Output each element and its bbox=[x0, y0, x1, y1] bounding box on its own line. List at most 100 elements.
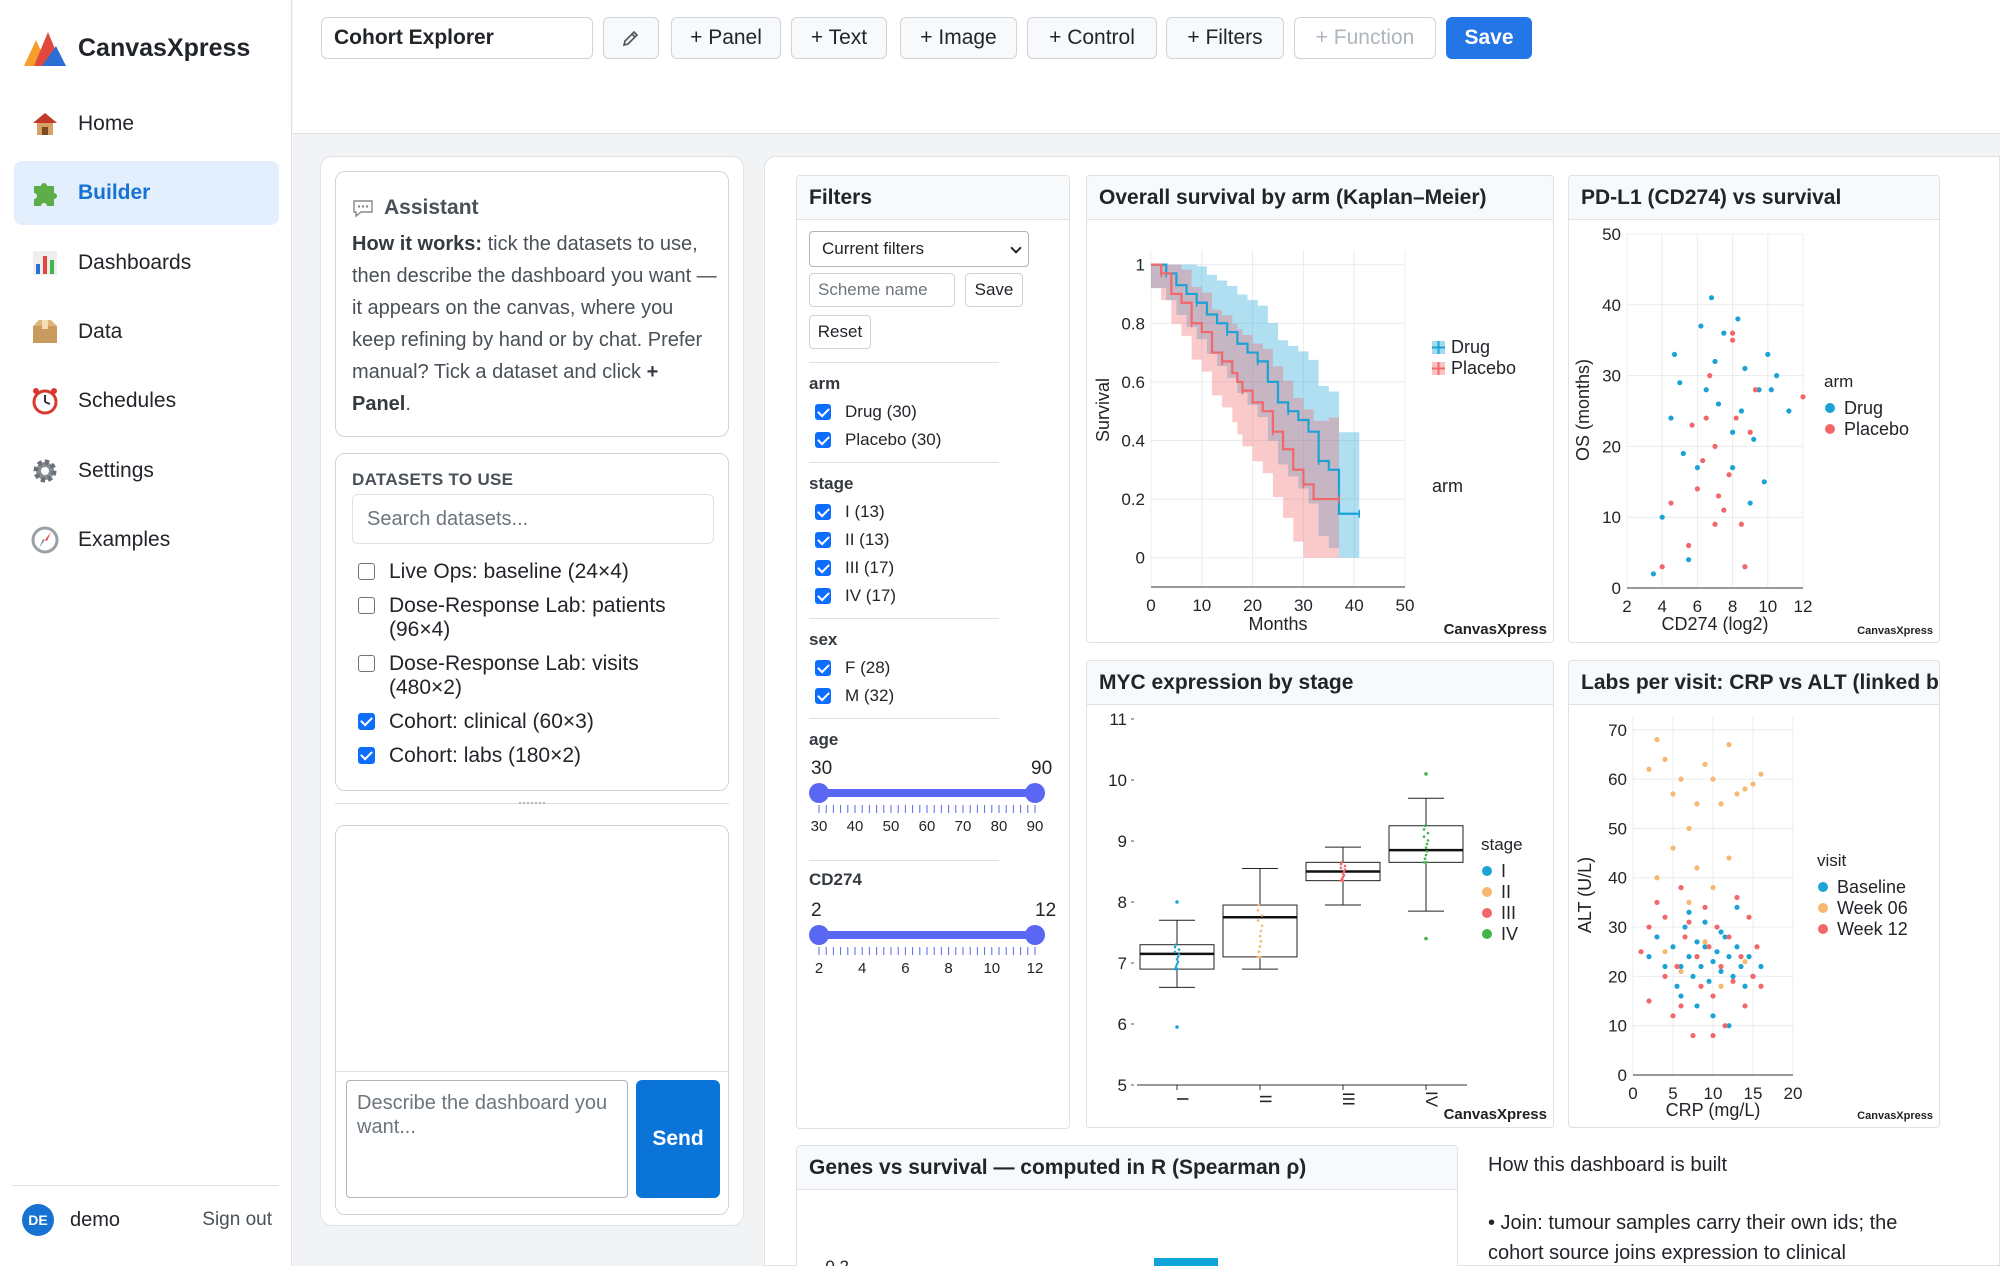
data-point bbox=[1703, 415, 1709, 421]
save-button[interactable]: Save bbox=[1446, 17, 1532, 59]
data-point bbox=[1686, 557, 1692, 563]
filter-checkbox[interactable] bbox=[815, 404, 831, 420]
dataset-checkbox[interactable] bbox=[358, 747, 375, 764]
reset-filters-button[interactable]: Reset bbox=[809, 315, 871, 349]
data-point bbox=[1707, 373, 1713, 379]
y-tick-label: 1 bbox=[1136, 256, 1145, 275]
avatar[interactable]: DE bbox=[22, 1204, 54, 1236]
data-point bbox=[1774, 373, 1780, 379]
add-filters-button[interactable]: + Filters bbox=[1166, 17, 1284, 59]
filter-option-label: IV (17) bbox=[845, 586, 897, 605]
note-title: How this dashboard is built bbox=[1488, 1154, 1728, 1176]
filter-option[interactable]: M (32) bbox=[815, 686, 894, 706]
add-text-button[interactable]: + Text bbox=[791, 17, 887, 59]
brand[interactable]: CanvasXpress bbox=[22, 28, 250, 68]
canvasxpress-watermark: CanvasXpress bbox=[1857, 1110, 1933, 1122]
add-panel-button[interactable]: + Panel bbox=[671, 17, 781, 59]
dataset-item[interactable]: Live Ops: baseline (24×4) bbox=[358, 560, 629, 584]
data-point bbox=[1686, 954, 1692, 960]
km-chart[interactable]: 0 10 20 30 40 50 0 0.2 0.4 0.6 0.8 1 Months Survival a… bbox=[1087, 220, 1554, 643]
filter-option[interactable]: IV (17) bbox=[815, 586, 896, 606]
filter-checkbox[interactable] bbox=[815, 432, 831, 448]
y-axis-label: ALT (U/L) bbox=[1575, 857, 1595, 933]
data-point bbox=[1670, 791, 1676, 797]
filter-checkbox[interactable] bbox=[815, 588, 831, 604]
data-point bbox=[1694, 939, 1700, 945]
data-point bbox=[1721, 330, 1727, 336]
filter-checkbox[interactable] bbox=[815, 532, 831, 548]
filter-option[interactable]: III (17) bbox=[815, 558, 894, 578]
nav-item-examples[interactable]: Examples bbox=[14, 508, 279, 572]
legend-swatch bbox=[1482, 866, 1492, 876]
dataset-item[interactable]: Cohort: clinical (60×3) bbox=[358, 710, 594, 734]
toolbar: Cohort Explorer + Panel + Text + Image +… bbox=[293, 0, 2000, 134]
filter-option-label: M (32) bbox=[845, 686, 895, 705]
jitter-point bbox=[1423, 857, 1427, 860]
nav-item-settings[interactable]: Settings bbox=[14, 439, 279, 503]
labs-chart[interactable]: 0 5 10 15 20 0 10 20 30 40 50 60 70 CRP (mg/L) ALT (U/… bbox=[1569, 705, 1940, 1128]
filter-scheme-select[interactable]: Current filters bbox=[809, 231, 1029, 267]
nav-item-builder[interactable]: Builder bbox=[14, 161, 279, 225]
edit-button[interactable] bbox=[603, 17, 659, 59]
filter-option[interactable]: Placebo (30) bbox=[815, 430, 941, 450]
dataset-checkbox[interactable] bbox=[358, 713, 375, 730]
y-tick-label: 0.6 bbox=[1121, 373, 1145, 392]
data-point bbox=[1670, 1013, 1676, 1019]
pdl1-chart[interactable]: 2 4 6 8 10 12 0 10 20 30 40 50 CD274 (log2) OS (month… bbox=[1569, 220, 1940, 643]
filter-checkbox[interactable] bbox=[815, 504, 831, 520]
dashboard-title-input[interactable]: Cohort Explorer bbox=[321, 17, 593, 59]
data-point bbox=[1715, 401, 1722, 407]
add-image-button[interactable]: + Image bbox=[900, 17, 1017, 59]
jitter-point bbox=[1258, 934, 1262, 938]
dataset-label: Live Ops: baseline (24×4) bbox=[389, 560, 629, 583]
add-function-button[interactable]: + Function bbox=[1294, 17, 1436, 59]
nav-label: Dashboards bbox=[78, 251, 192, 274]
data-point bbox=[1712, 443, 1718, 449]
nav-item-data[interactable]: Data bbox=[14, 300, 279, 364]
y-tick-label: 30 bbox=[1602, 367, 1621, 386]
y-tick-label: 30 bbox=[1608, 918, 1627, 937]
dataset-search-input[interactable]: Search datasets... bbox=[352, 494, 714, 544]
filter-option[interactable]: Drug (30) bbox=[815, 402, 917, 422]
chat-input[interactable]: Describe the dashboard you want... bbox=[346, 1080, 628, 1198]
save-scheme-button[interactable]: Save bbox=[965, 273, 1023, 307]
filter-checkbox[interactable] bbox=[815, 560, 831, 576]
y-tick-label: 11 bbox=[1109, 710, 1127, 729]
y-tick-label: 40 bbox=[1608, 869, 1627, 888]
filter-option[interactable]: II (13) bbox=[815, 530, 889, 550]
panel-title: PD-L1 (CD274) vs survival bbox=[1569, 176, 1939, 220]
y-tick-label: 40 bbox=[1602, 296, 1621, 315]
nav-item-home[interactable]: Home bbox=[14, 92, 279, 156]
cd274-range-slider[interactable]: 2 4 6 8 10 12 bbox=[807, 923, 1057, 993]
panel-title: Overall survival by arm (Kaplan–Meier) bbox=[1087, 176, 1553, 220]
nav-item-schedules[interactable]: Schedules bbox=[14, 369, 279, 433]
filter-option[interactable]: I (13) bbox=[815, 502, 885, 522]
jitter-point bbox=[1175, 967, 1179, 971]
x-axis-label: Months bbox=[1248, 614, 1307, 634]
dataset-checkbox[interactable] bbox=[358, 597, 375, 614]
y-tick-label: 20 bbox=[1608, 967, 1627, 986]
dataset-item[interactable]: Dose-Response Lab: patients (96×4) bbox=[358, 594, 698, 642]
genes-chart[interactable]: 0.2 bbox=[797, 1190, 1458, 1266]
data-point bbox=[1765, 351, 1771, 357]
sign-out-link[interactable]: Sign out bbox=[202, 1209, 272, 1230]
filter-option[interactable]: F (28) bbox=[815, 658, 890, 678]
scheme-name-input[interactable]: Scheme name bbox=[809, 273, 955, 307]
data-point bbox=[1686, 542, 1692, 549]
dataset-item[interactable]: Cohort: labs (180×2) bbox=[358, 744, 581, 768]
dataset-item[interactable]: Dose-Response Lab: visits (480×2) bbox=[358, 652, 678, 700]
age-range-slider[interactable]: 30 40 50 60 70 80 90 bbox=[807, 781, 1057, 851]
slider-tick-label: 8 bbox=[944, 960, 952, 977]
add-control-button[interactable]: + Control bbox=[1027, 17, 1157, 59]
data-point bbox=[1730, 429, 1736, 435]
dataset-checkbox[interactable] bbox=[358, 655, 375, 672]
y-tick-label: 10 bbox=[1608, 1017, 1627, 1036]
nav-item-dashboards[interactable]: Dashboards bbox=[14, 231, 279, 295]
data-point bbox=[1750, 781, 1756, 787]
resize-grip-icon[interactable] bbox=[519, 802, 545, 805]
filter-checkbox[interactable] bbox=[815, 660, 831, 676]
filter-checkbox[interactable] bbox=[815, 688, 831, 704]
dataset-checkbox[interactable] bbox=[358, 563, 375, 580]
send-button[interactable]: Send bbox=[636, 1080, 720, 1198]
